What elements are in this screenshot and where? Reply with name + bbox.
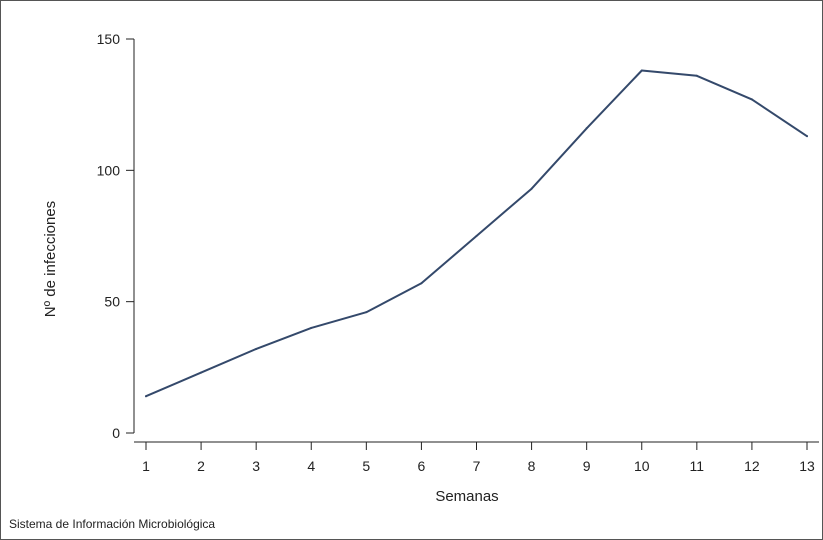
x-tick-label: 10 xyxy=(634,458,650,474)
series-layer xyxy=(145,69,808,398)
x-tick-label: 4 xyxy=(307,458,315,474)
x-tick-label: 2 xyxy=(197,458,205,474)
data-point xyxy=(695,74,698,77)
y-axis-title: Nº de infecciones xyxy=(42,201,59,317)
y-tick-label: 0 xyxy=(112,425,120,441)
data-point xyxy=(530,187,533,190)
y-tick-label: 50 xyxy=(104,294,120,310)
y-ticks: 0 50 100 150 xyxy=(97,31,134,441)
data-point xyxy=(200,371,203,374)
x-tick-label: 5 xyxy=(362,458,370,474)
data-point xyxy=(585,127,588,130)
data-point xyxy=(145,395,147,398)
data-point xyxy=(365,311,368,314)
data-point xyxy=(806,135,808,138)
series-line xyxy=(145,69,808,398)
x-tick-label: 13 xyxy=(799,458,815,474)
x-tick-label: 3 xyxy=(252,458,260,474)
x-tick-label: 9 xyxy=(583,458,591,474)
data-point xyxy=(310,326,313,329)
x-ticks: 1 2 3 4 5 6 7 8 9 10 11 12 13 xyxy=(142,442,815,474)
source-note: Sistema de Información Microbiológica xyxy=(9,517,215,531)
x-tick-label: 8 xyxy=(528,458,536,474)
x-axis-title: Semanas xyxy=(435,488,498,505)
data-point xyxy=(640,69,643,72)
y-tick-label: 100 xyxy=(97,162,121,178)
data-point xyxy=(420,282,423,285)
x-tick-label: 1 xyxy=(142,458,150,474)
x-tick-label: 12 xyxy=(744,458,760,474)
data-point xyxy=(750,98,753,101)
data-point xyxy=(255,347,258,350)
x-tick-label: 6 xyxy=(418,458,426,474)
y-tick-label: 150 xyxy=(97,31,121,47)
data-point xyxy=(475,235,478,237)
x-tick-label: 11 xyxy=(690,458,705,474)
x-tick-label: 7 xyxy=(473,458,481,474)
